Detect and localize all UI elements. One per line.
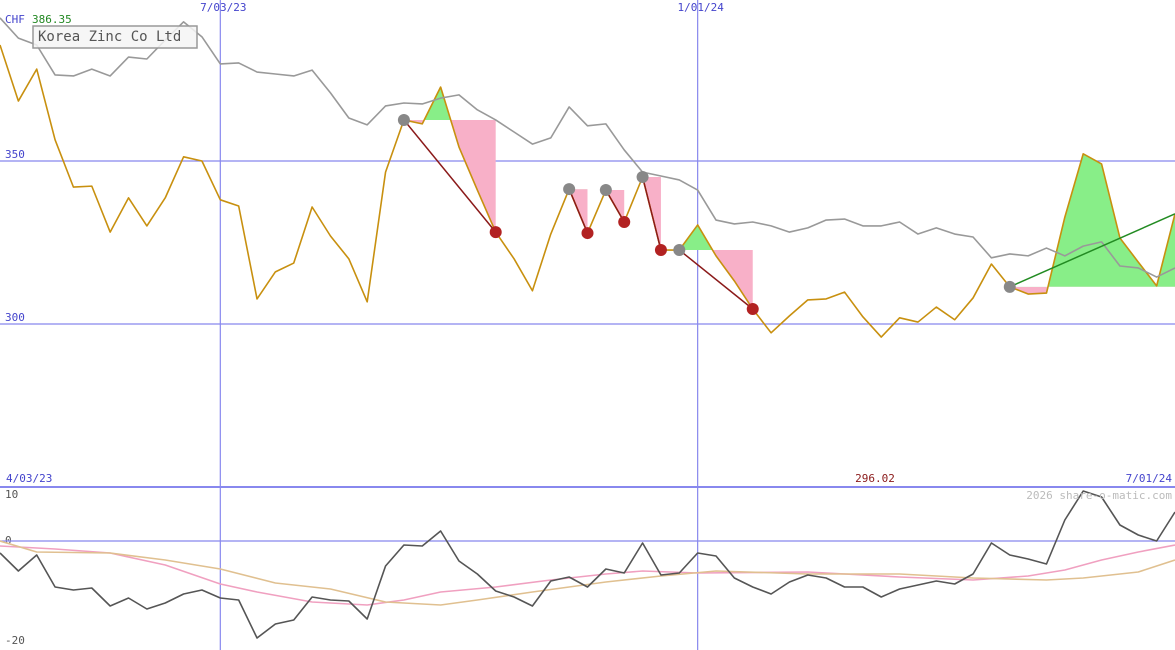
pattern-start xyxy=(563,183,576,196)
loss-fill xyxy=(679,250,753,310)
loss-fill xyxy=(403,119,496,233)
y-tick-label: 350 xyxy=(5,148,25,161)
pattern-line xyxy=(678,249,754,310)
x-tick-label: 4/03/23 xyxy=(6,472,52,485)
pattern-end xyxy=(654,244,667,257)
title-box xyxy=(32,25,198,49)
pattern-line xyxy=(605,189,625,223)
y-tick-label: 10 xyxy=(5,488,18,501)
pattern-line xyxy=(568,188,589,234)
gain-fill xyxy=(679,224,753,251)
pattern-end xyxy=(618,215,631,228)
low-label: 296.02 xyxy=(855,472,895,485)
y-tick-label: 300 xyxy=(5,311,25,324)
pattern-line xyxy=(641,176,662,251)
x-tick-label: 1/01/24 xyxy=(677,1,724,14)
price-line xyxy=(0,490,1175,639)
price-line xyxy=(0,540,1175,606)
pattern-start xyxy=(397,113,410,126)
pattern-end xyxy=(489,226,502,239)
pattern-end xyxy=(746,303,759,316)
pattern-start xyxy=(1003,280,1016,293)
pattern-start xyxy=(599,184,612,197)
x-tick-label: 7/03/23 xyxy=(200,1,246,14)
pattern-start xyxy=(636,171,649,184)
gain-fill xyxy=(1009,153,1175,287)
chart-title: Korea Zinc Co Ltd xyxy=(38,29,181,45)
watermark: 2026 share-o-matic.com xyxy=(1026,489,1172,502)
y-tick-label: -20 xyxy=(5,634,25,647)
pattern-end xyxy=(581,227,594,240)
price-label: 386.35 xyxy=(32,13,72,26)
pattern-line xyxy=(403,119,497,233)
x-tick-label: 7/01/24 xyxy=(1126,472,1173,485)
price-line xyxy=(0,544,1175,606)
pattern-start xyxy=(673,244,686,257)
pattern-line xyxy=(1009,213,1175,288)
currency: CHF xyxy=(5,13,25,26)
